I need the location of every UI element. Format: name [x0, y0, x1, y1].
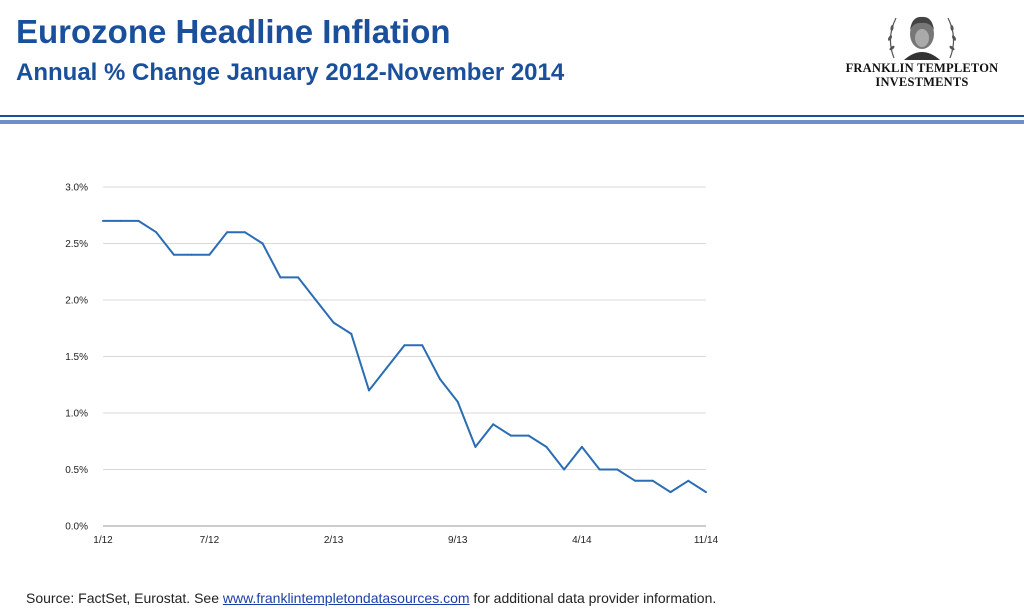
data-point	[102, 219, 104, 222]
data-sources-link[interactable]: www.franklintempletondatasources.com	[222, 590, 470, 606]
data-point	[155, 231, 158, 234]
y-tick-label: 1.0%	[65, 409, 88, 420]
page-subtitle: Annual % Change January 2012-November 20…	[16, 59, 565, 86]
portrait-emblem-icon	[888, 16, 956, 60]
data-point	[297, 276, 300, 279]
x-tick-label: 1/12	[93, 535, 113, 546]
x-tick-label: 11/14	[694, 535, 719, 546]
y-tick-label: 0.0%	[65, 522, 88, 533]
data-point	[651, 479, 654, 482]
data-point	[598, 468, 601, 471]
y-axis-ticks: 0.0% 0.5% 1.0% 1.5% 2.0% 2.5% 3.0%	[65, 183, 88, 533]
y-tick-label: 2.5%	[65, 239, 88, 250]
data-point	[509, 434, 512, 437]
x-tick-label: 9/13	[448, 535, 468, 546]
data-point	[403, 344, 406, 347]
data-point	[687, 479, 690, 482]
x-tick-label: 2/13	[324, 535, 344, 546]
data-point	[314, 299, 317, 301]
logo-brand-subtitle: INVESTMENTS	[875, 74, 969, 89]
data-point	[172, 253, 175, 256]
inflation-line-chart: 0.0% 0.5% 1.0% 1.5% 2.0% 2.5% 3.0% 1/12 7/12 2/1…	[65, 183, 718, 547]
y-tick-label: 0.5%	[65, 465, 88, 476]
header-rule-thick	[0, 120, 1024, 124]
data-point	[137, 219, 140, 222]
data-point	[119, 219, 122, 222]
data-point	[350, 332, 353, 335]
data-point	[190, 253, 193, 256]
y-tick-label: 2.0%	[65, 296, 88, 307]
data-point	[243, 231, 246, 234]
x-tick-label: 4/14	[572, 535, 592, 546]
page-title: Eurozone Headline Inflation	[16, 13, 451, 50]
y-tick-label: 1.5%	[65, 352, 88, 363]
data-point	[705, 491, 707, 494]
source-prefix: Source: FactSet, Eurostat. See	[26, 590, 223, 606]
y-tick-label: 3.0%	[65, 183, 88, 194]
x-tick-label: 7/12	[200, 535, 220, 546]
x-axis-ticks: 1/12 7/12 2/13 9/13 4/14 11/14	[93, 535, 718, 546]
inflation-series-points	[102, 219, 707, 494]
data-point	[438, 378, 441, 381]
source-suffix: for additional data provider information…	[469, 590, 717, 606]
header-rule-thin	[0, 115, 1024, 117]
data-point	[492, 423, 495, 426]
data-point	[669, 491, 672, 494]
data-point	[545, 445, 548, 448]
data-point	[421, 344, 424, 347]
data-point	[616, 468, 619, 471]
data-point	[563, 468, 566, 471]
data-point	[527, 434, 530, 437]
data-point	[456, 400, 459, 403]
data-point	[368, 389, 371, 392]
data-point	[226, 231, 229, 234]
data-point	[634, 479, 637, 482]
data-point	[580, 445, 583, 448]
chart-gridlines	[103, 186, 706, 470]
data-point	[332, 321, 335, 324]
data-point	[208, 253, 211, 256]
data-point	[474, 445, 477, 448]
franklin-templeton-logo: FRANKLIN TEMPLETON INVESTMENTS	[838, 8, 1006, 92]
data-point	[279, 276, 282, 279]
data-point	[261, 242, 264, 245]
data-point	[385, 366, 388, 369]
logo-brand-name: FRANKLIN TEMPLETON	[845, 61, 999, 75]
source-note: Source: FactSet, Eurostat. See www.frank…	[26, 590, 716, 606]
